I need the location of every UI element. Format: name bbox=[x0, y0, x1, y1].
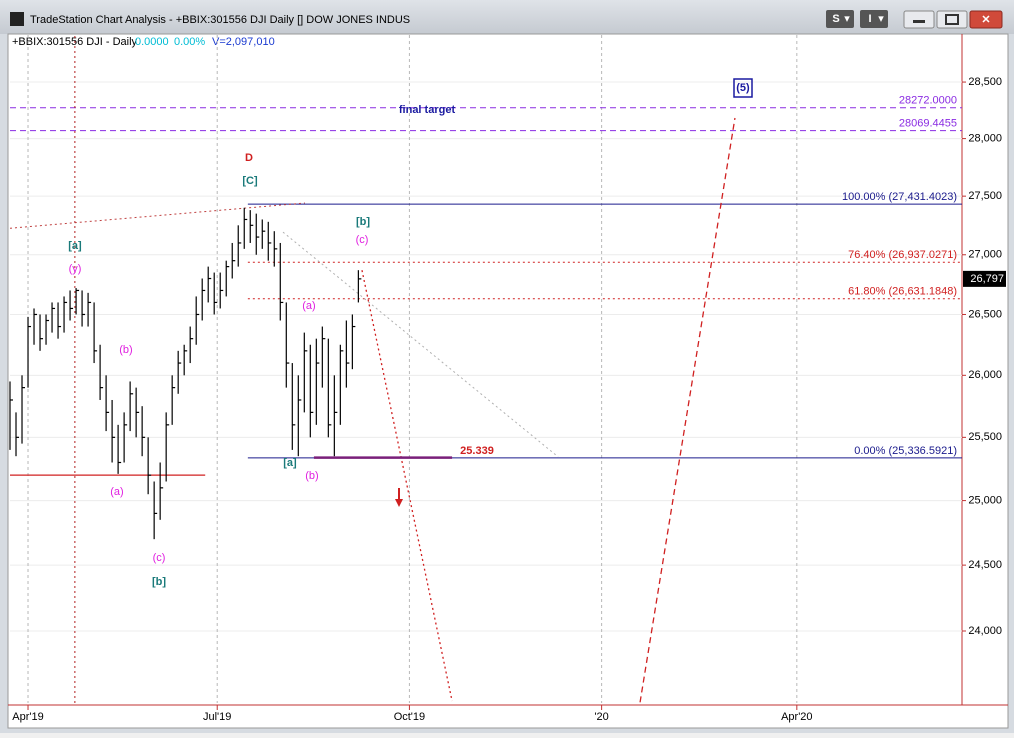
x-tick-label: Apr'19 bbox=[12, 711, 43, 723]
y-tick-label: 27,000 bbox=[968, 249, 1002, 261]
wave-label: [a] bbox=[68, 240, 82, 252]
overlay-line bbox=[282, 231, 559, 458]
level-label: 100.00% (27,431.4023) bbox=[842, 191, 957, 203]
close-icon: ✕ bbox=[981, 14, 990, 26]
s-button[interactable] bbox=[826, 10, 854, 28]
wave-label: (5) bbox=[736, 82, 750, 94]
wave-label: [C] bbox=[242, 175, 258, 187]
i-button-label[interactable]: I bbox=[868, 13, 871, 25]
wave-label: D bbox=[245, 152, 253, 164]
level-label: 61.80% (26,631.1848) bbox=[848, 286, 957, 298]
wave-label: (c) bbox=[153, 552, 166, 564]
i-button[interactable] bbox=[860, 10, 888, 28]
y-tick-label: 25,000 bbox=[968, 495, 1002, 507]
wave-label: (a) bbox=[110, 486, 123, 498]
down-arrow-head bbox=[395, 499, 403, 507]
level-label: 76.40% (26,937.0271) bbox=[848, 249, 957, 261]
level-label: 28069.4455 bbox=[899, 118, 957, 130]
last-price-box bbox=[963, 270, 1006, 287]
app-icon bbox=[10, 12, 24, 26]
wave-label: [b] bbox=[152, 576, 166, 588]
wave-label: (c) bbox=[356, 234, 369, 246]
change-pct-label: 0.00% bbox=[174, 36, 205, 48]
y-tick-label: 27,500 bbox=[968, 190, 1002, 202]
x-tick-label: Apr'20 bbox=[781, 711, 812, 723]
maximize-icon bbox=[945, 14, 959, 25]
overlay-line bbox=[361, 270, 453, 702]
y-tick-label: 25,500 bbox=[968, 431, 1002, 443]
wave-box bbox=[733, 78, 753, 98]
level-label: 28272.0000 bbox=[899, 95, 957, 107]
maximize-button[interactable] bbox=[936, 10, 968, 29]
level-label: 0.00% (25,336.5921) bbox=[854, 445, 957, 457]
change-label: 0.0000 bbox=[135, 36, 169, 48]
chart-panel bbox=[7, 33, 1009, 729]
y-tick-label: 26,000 bbox=[968, 369, 1002, 381]
wave-label: [b] bbox=[356, 216, 370, 228]
overlay-line bbox=[639, 117, 736, 703]
minimize-icon bbox=[913, 20, 925, 23]
wave-label: (b) bbox=[305, 470, 318, 482]
last-price-label: 26,797 bbox=[970, 273, 1004, 285]
window-title: TradeStation Chart Analysis - +BBIX:3015… bbox=[30, 14, 410, 26]
x-tick-label: Jul'19 bbox=[203, 711, 231, 723]
wave-label: (a) bbox=[302, 300, 315, 312]
close-button[interactable] bbox=[969, 10, 1003, 29]
wave-label: (y) bbox=[69, 263, 82, 275]
y-tick-label: 28,500 bbox=[968, 76, 1002, 88]
wave-label: 25.339 bbox=[460, 445, 494, 457]
x-tick-label: '20 bbox=[594, 711, 608, 723]
y-tick-label: 24,500 bbox=[968, 559, 1002, 571]
wave-label: (b) bbox=[119, 344, 132, 356]
y-tick-label: 28,000 bbox=[968, 133, 1002, 145]
wave-label: [a] bbox=[283, 457, 297, 469]
y-tick-label: 26,500 bbox=[968, 308, 1002, 320]
x-tick-label: Oct'19 bbox=[394, 711, 425, 723]
dropdown-arrow: ▾ bbox=[878, 13, 884, 25]
wave-label: final target bbox=[399, 104, 456, 116]
overlay-line bbox=[9, 202, 305, 229]
dropdown-arrow: ▾ bbox=[844, 13, 850, 25]
minimize-button[interactable] bbox=[903, 10, 935, 29]
y-tick-label: 24,000 bbox=[968, 625, 1002, 637]
volume-label: V=2,097,010 bbox=[212, 36, 275, 48]
plot: 24,000 24,500 25,000 25,500 26,000 26,500 27,0… bbox=[9, 35, 1006, 723]
s-button-label[interactable]: S bbox=[832, 13, 839, 25]
